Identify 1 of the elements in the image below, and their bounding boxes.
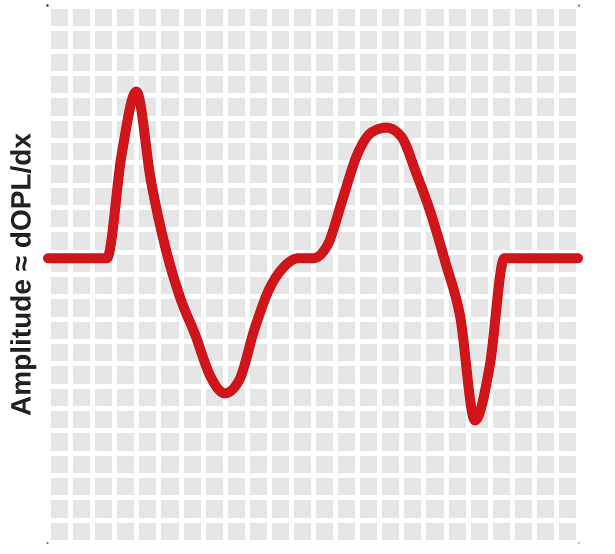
y-axis-title: Amplitude ≈ dOPL/dx xyxy=(6,132,36,416)
